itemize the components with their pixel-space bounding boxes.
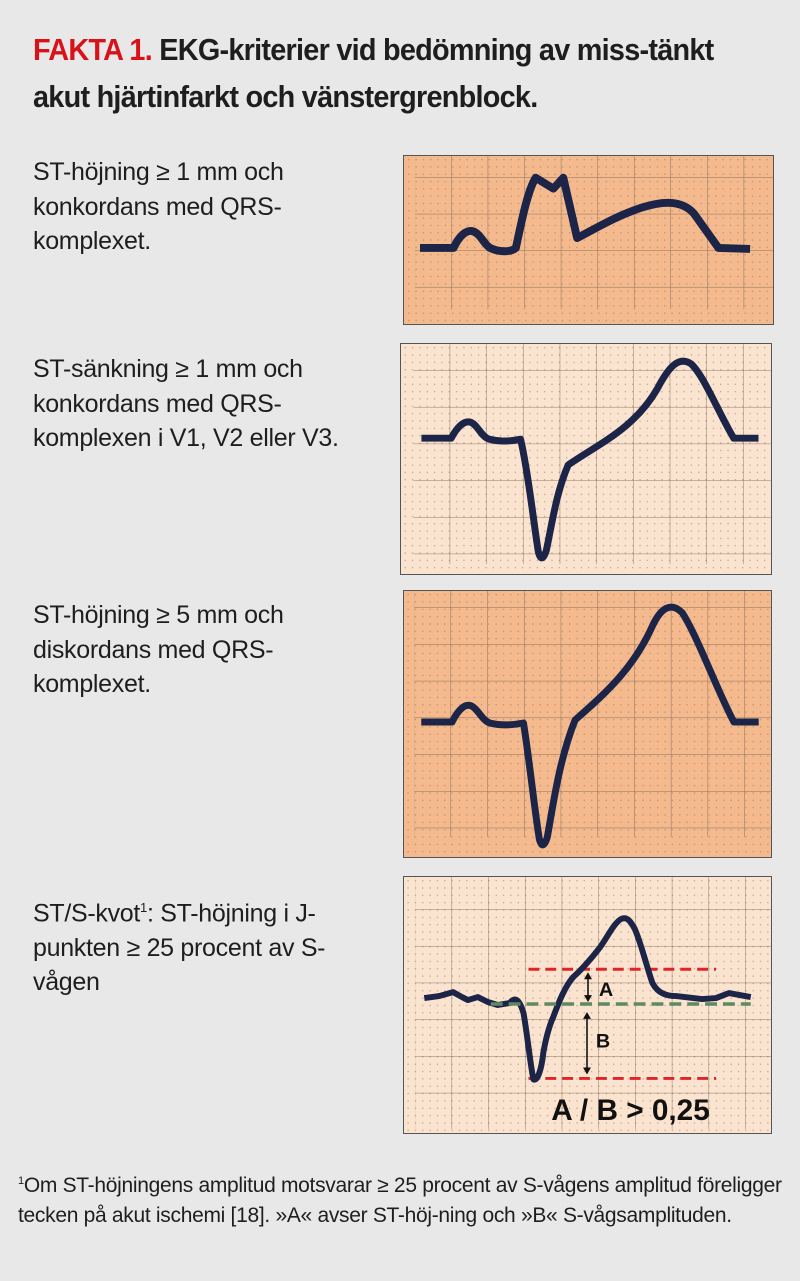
- title-lead: FAKTA 1.: [33, 32, 153, 67]
- ecg-panel-4-st-s-ratio: A B A / B > 0,25: [403, 876, 772, 1134]
- label-b: B: [596, 1031, 610, 1053]
- ecg-panel-2: [400, 343, 772, 575]
- ecg-trace: [423, 915, 752, 1083]
- label-a: A: [599, 979, 613, 1001]
- footnote-number: 1: [18, 1175, 24, 1187]
- ecg-panel-1: [403, 155, 774, 325]
- ecg-trace: [421, 603, 759, 849]
- footnote: 1Om ST-höjningens amplitud motsvarar ≥ 2…: [18, 1166, 788, 1231]
- ecg-trace: [420, 173, 751, 256]
- criterion-1-text: ST-höjning ≥ 1 mm och konkordans med QRS…: [33, 158, 284, 255]
- title-text: EKG-kriterier vid bedömning av miss-tänk…: [33, 32, 714, 114]
- criterion-3-text: ST-höjning ≥ 5 mm och diskordans med QRS…: [33, 601, 284, 698]
- footnote-mark: 1: [140, 900, 147, 915]
- arrow-a: [584, 972, 592, 1003]
- arrow-b: [583, 1011, 591, 1075]
- criterion-4-text: ST/S-kvot1: ST-höjning i J-punkten ≥ 25 …: [33, 899, 326, 997]
- footnote-text: Om ST-höjningens amplitud motsvarar ≥ 25…: [18, 1174, 782, 1227]
- ratio-formula: A / B > 0,25: [551, 1094, 709, 1127]
- criterion-2-text: ST-sänkning ≥ 1 mm och konkordans med QR…: [33, 355, 339, 452]
- figure-title: FAKTA 1. EKG-kriterier vid bedömning av …: [33, 26, 721, 120]
- ecg-trace: [421, 357, 759, 562]
- ecg-panel-3: [403, 590, 772, 858]
